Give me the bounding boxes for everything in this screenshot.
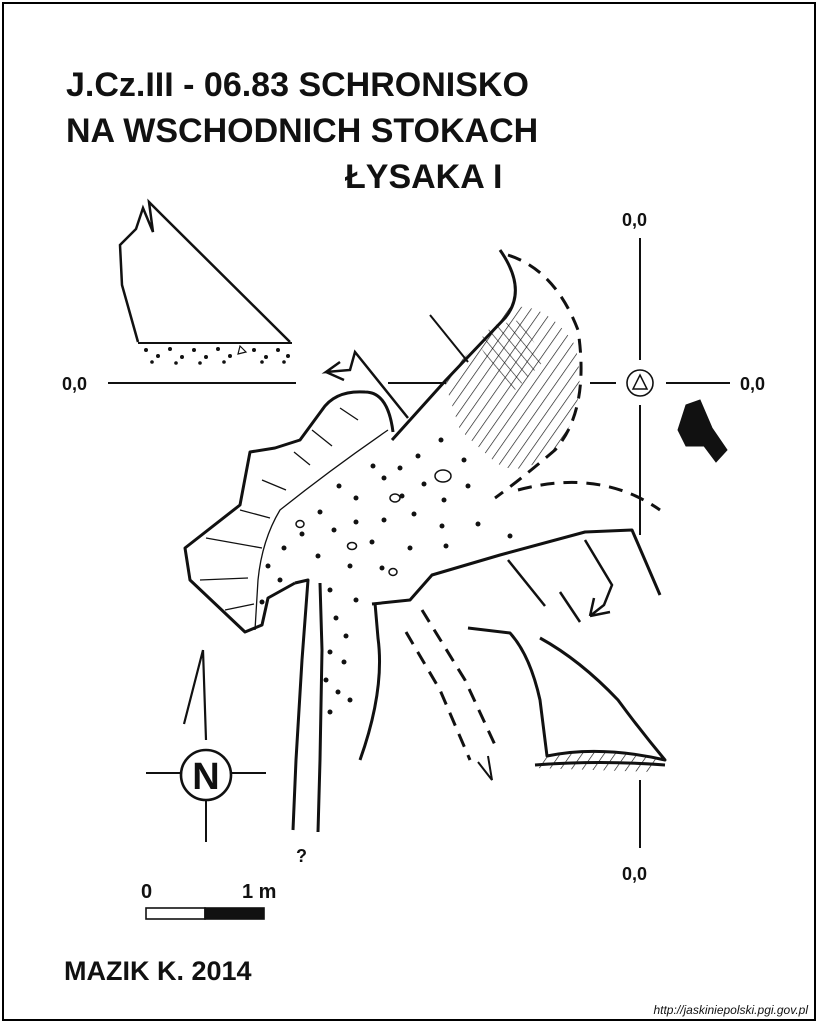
dashed-boundaries <box>404 253 661 761</box>
title-line-3: ŁYSAKA I <box>345 158 503 196</box>
dashed-south-corridor-left <box>404 631 472 761</box>
axis-label-left: 0,0 <box>62 374 87 394</box>
north-arrow: N <box>146 649 266 842</box>
title-line-1: J.Cz.III - 06.83 SCHRONISKO <box>66 66 529 104</box>
axis-label-bottom: 0,0 <box>622 864 647 884</box>
section-arrow-icon <box>321 314 469 419</box>
wall-east-passage <box>316 582 324 833</box>
slope-lines <box>199 407 389 631</box>
north-label: N <box>192 756 219 798</box>
wall-southeast-chamber <box>467 626 667 762</box>
step-lines <box>507 559 582 623</box>
cross-section-profile <box>118 198 292 344</box>
drop-arrow-icon <box>583 539 614 618</box>
dashed-east-arc <box>517 481 661 512</box>
floor-boulders <box>295 469 452 577</box>
dashed-south-corridor-right <box>420 609 497 746</box>
floor-sediment-dots <box>259 437 513 715</box>
author-credit: MAZIK K. 2014 <box>64 956 252 986</box>
rock-hatch-fill-2 <box>470 320 545 395</box>
entrance-arrow-icon <box>677 399 728 463</box>
unknown-continuation-mark: ? <box>296 846 307 866</box>
wall-south-spur <box>371 528 662 606</box>
north-arrow-icon <box>182 649 208 741</box>
dashed-north-arc <box>494 253 583 500</box>
cave-title: J.Cz.III - 06.83 SCHRONISKO NA WSCHODNIC… <box>66 62 538 200</box>
source-url: http://jaskiniepolski.pgi.gov.pl <box>653 1003 808 1017</box>
wall-northwest-chamber <box>183 390 395 634</box>
reference-axes <box>108 238 730 848</box>
scale-start-label: 0 <box>141 881 152 903</box>
wall-central-pillar <box>358 602 381 761</box>
axis-label-right: 0,0 <box>740 374 765 394</box>
ledge-hatch <box>535 751 662 772</box>
wall-west-passage <box>291 578 310 831</box>
axis-label-top: 0,0 <box>622 210 647 230</box>
scale-end-label: 1 m <box>242 881 276 903</box>
south-exit-arrow-icon <box>477 755 493 781</box>
cave-walls <box>183 249 667 833</box>
triangle-datum-icon <box>626 369 654 397</box>
wall-north-entrance <box>390 249 517 442</box>
scale-bar: 0 1 m <box>141 881 276 920</box>
title-line-2: NA WSCHODNICH STOKACH <box>66 112 539 150</box>
sediment-dots-profile <box>144 344 290 365</box>
